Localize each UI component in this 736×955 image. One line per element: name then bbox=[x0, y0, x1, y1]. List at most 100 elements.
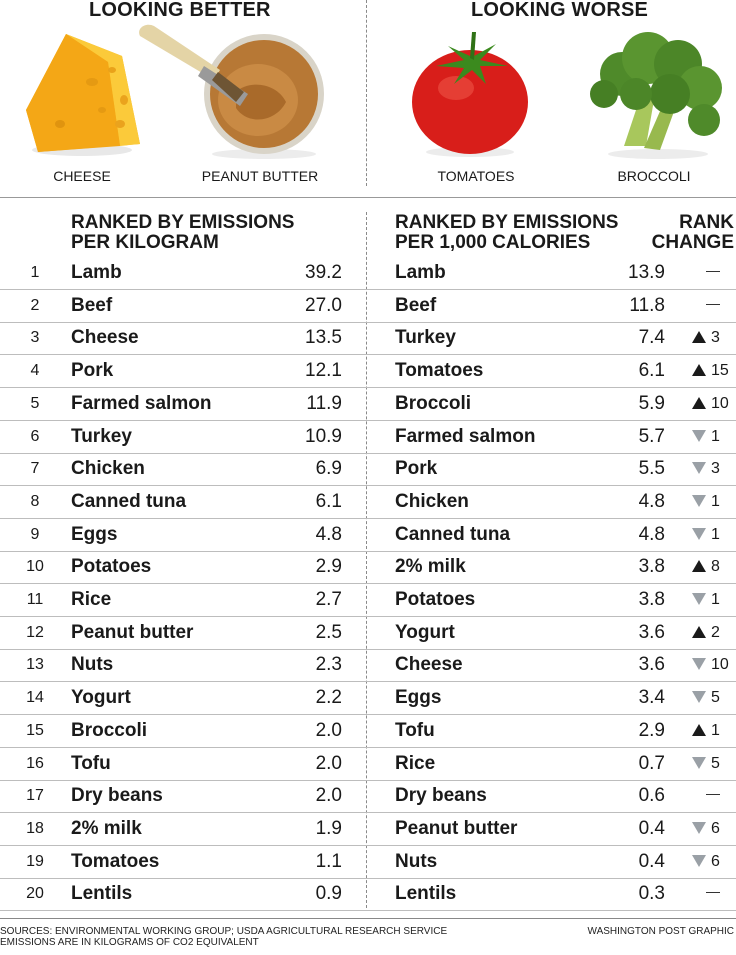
rank-change-value: 6 bbox=[711, 852, 720, 870]
kg-item-value: 12.1 bbox=[305, 360, 342, 382]
row-rule bbox=[0, 387, 736, 389]
kg-item-name: Peanut butter bbox=[71, 621, 194, 643]
peanut-butter-label: PEANUT BUTTER bbox=[201, 168, 319, 184]
rank-change: 5 bbox=[692, 689, 736, 707]
kg-item-value: 2.0 bbox=[315, 785, 342, 807]
row-rule bbox=[0, 714, 736, 716]
calorie-item-value: 7.4 bbox=[638, 327, 665, 349]
rank-change: 1 bbox=[692, 428, 736, 446]
kg-item-value: 13.5 bbox=[305, 327, 342, 349]
table-row: 14 Yogurt 2.2 Eggs 3.4 5 bbox=[0, 682, 736, 716]
rank-number: 6 bbox=[30, 427, 40, 445]
kg-item-name: Eggs bbox=[71, 523, 118, 545]
table-row: 15 Broccoli 2.0 Tofu 2.9 1 bbox=[0, 715, 736, 748]
row-rule bbox=[0, 583, 736, 585]
table-row: 3 Cheese 13.5 Turkey 7.4 3 bbox=[0, 322, 736, 356]
kg-item-value: 2.2 bbox=[315, 687, 342, 709]
down-arrow-icon bbox=[692, 821, 706, 834]
table-row: 20 Lentils 0.9 Lentils 0.3 bbox=[0, 878, 736, 912]
row-rule bbox=[0, 681, 736, 683]
up-arrow-icon bbox=[692, 364, 706, 377]
rank-change-value: 1 bbox=[711, 525, 720, 543]
table-row: 4 Pork 12.1 Tomatoes 6.1 15 bbox=[0, 355, 736, 389]
kg-item-value: 2.0 bbox=[315, 719, 342, 741]
table-row: 17 Dry beans 2.0 Dry beans 0.6 bbox=[0, 780, 736, 814]
kg-item-value: 10.9 bbox=[305, 425, 342, 447]
calorie-item-name: Peanut butter bbox=[395, 817, 518, 839]
broccoli-label: BROCCOLI bbox=[617, 168, 691, 184]
rank-change: 1 bbox=[692, 591, 736, 609]
row-rule bbox=[0, 648, 736, 650]
kg-item-value: 2.0 bbox=[315, 752, 342, 774]
calorie-item-value: 0.4 bbox=[638, 850, 665, 872]
kg-item-value: 0.9 bbox=[315, 883, 342, 905]
calorie-item-value: 0.3 bbox=[638, 883, 665, 905]
rank-number: 18 bbox=[26, 819, 44, 837]
kg-item-name: Chicken bbox=[71, 458, 145, 480]
kg-item-name: Broccoli bbox=[71, 719, 148, 741]
sources-note: SOURCES: ENVIRONMENTAL WORKING GROUP; US… bbox=[0, 926, 447, 948]
kg-item-name: Beef bbox=[71, 294, 113, 316]
tomatoes-label: TOMATOES bbox=[437, 168, 515, 184]
kg-item-name: Pork bbox=[71, 360, 114, 382]
kg-item-name: 2% milk bbox=[71, 817, 142, 839]
calorie-item-value: 5.9 bbox=[638, 392, 665, 414]
rank-number: 19 bbox=[26, 852, 44, 870]
rank-change: 6 bbox=[692, 820, 736, 838]
row-rule bbox=[0, 419, 736, 421]
calorie-item-value: 5.7 bbox=[638, 425, 665, 447]
up-arrow-icon bbox=[692, 723, 706, 736]
down-arrow-icon bbox=[692, 593, 706, 605]
rank-number: 15 bbox=[26, 721, 44, 739]
rank-change: 10 bbox=[692, 656, 736, 674]
row-rule bbox=[0, 877, 736, 879]
kg-item-value: 1.9 bbox=[315, 817, 342, 839]
calorie-item-value: 4.8 bbox=[638, 523, 665, 545]
down-arrow-icon bbox=[692, 462, 706, 475]
calorie-item-value: 3.8 bbox=[638, 556, 665, 578]
kg-item-value: 2.3 bbox=[315, 654, 342, 676]
rank-number: 3 bbox=[30, 329, 40, 347]
kg-item-name: Lentils bbox=[71, 883, 133, 905]
calorie-item-value: 2.9 bbox=[638, 719, 665, 741]
row-rule bbox=[0, 844, 736, 846]
calorie-item-value: 3.6 bbox=[638, 621, 665, 643]
rank-change: 10 bbox=[692, 395, 736, 413]
section-divider bbox=[0, 197, 736, 198]
calorie-item-name: Nuts bbox=[395, 850, 438, 872]
calorie-item-name: Beef bbox=[395, 294, 437, 316]
rank-change bbox=[692, 264, 736, 282]
cheese-icon bbox=[26, 34, 140, 156]
kg-item-value: 39.2 bbox=[305, 262, 342, 283]
calorie-item-value: 0.4 bbox=[638, 817, 665, 839]
rank-number: 5 bbox=[30, 394, 40, 412]
table-row: 10 Potatoes 2.9 2% milk 3.8 8 bbox=[0, 551, 736, 585]
calorie-item-name: Tomatoes bbox=[395, 360, 484, 382]
calorie-item-value: 5.5 bbox=[638, 458, 665, 480]
row-rule bbox=[0, 485, 736, 487]
row-rule bbox=[0, 289, 736, 290]
rank-change-value: 1 bbox=[711, 492, 720, 510]
rank-change-value: 10 bbox=[711, 656, 729, 674]
table-row: 7 Chicken 6.9 Pork 5.5 3 bbox=[0, 453, 736, 487]
no-change-dash-icon bbox=[706, 892, 720, 894]
kg-item-value: 11.9 bbox=[306, 392, 342, 414]
rank-change bbox=[692, 885, 736, 903]
per-kilogram-heading: RANKED BY EMISSIONS PER KILOGRAM bbox=[71, 212, 295, 253]
calorie-item-name: Farmed salmon bbox=[395, 425, 536, 447]
no-change-dash-icon bbox=[706, 794, 720, 796]
table-row: 6 Turkey 10.9 Farmed salmon 5.7 1 bbox=[0, 421, 736, 454]
calorie-item-value: 3.6 bbox=[638, 654, 665, 676]
rank-number: 10 bbox=[26, 558, 44, 576]
table-row: 16 Tofu 2.0 Rice 0.7 5 bbox=[0, 748, 736, 781]
table-row: 2 Beef 27.0 Beef 11.8 bbox=[0, 290, 736, 323]
rank-number: 12 bbox=[26, 623, 44, 641]
row-rule bbox=[0, 746, 736, 748]
calorie-item-value: 6.1 bbox=[638, 360, 665, 382]
kg-item-value: 2.7 bbox=[315, 589, 342, 610]
kg-item-name: Cheese bbox=[71, 327, 139, 349]
down-arrow-icon bbox=[692, 854, 706, 867]
down-arrow-icon bbox=[692, 658, 706, 671]
rank-number: 4 bbox=[30, 362, 40, 380]
rank-number: 2 bbox=[30, 296, 40, 314]
